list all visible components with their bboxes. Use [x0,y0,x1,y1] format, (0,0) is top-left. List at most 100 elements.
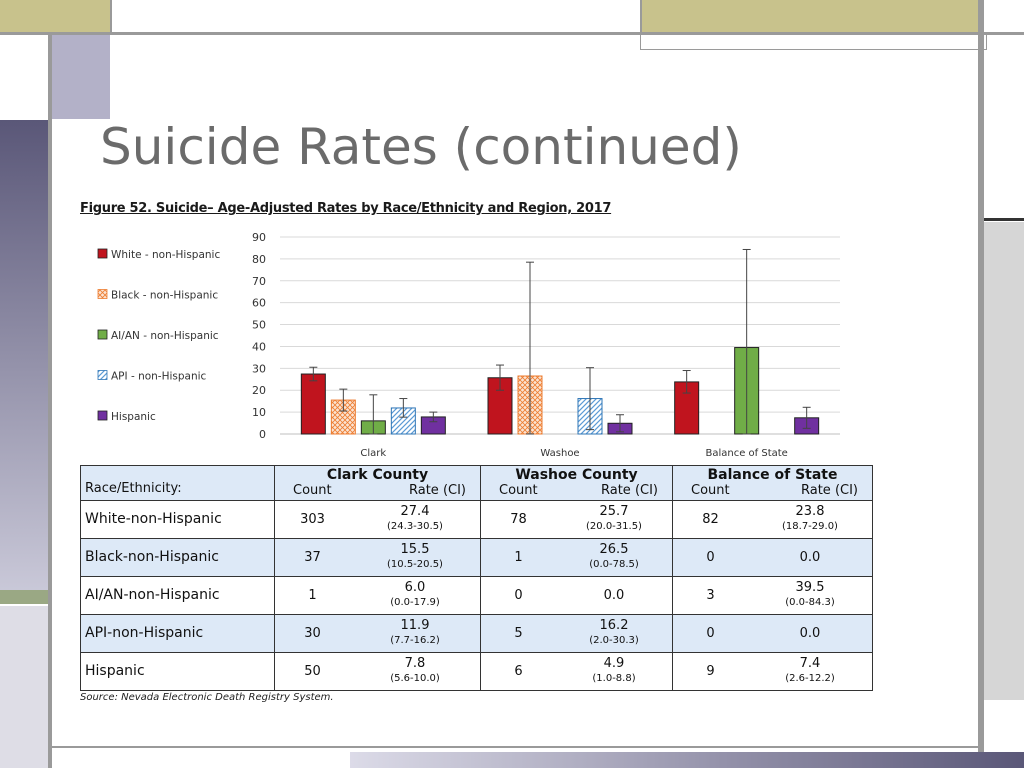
slide-title: Suicide Rates (continued) [100,118,742,176]
rate-value: 0.0 [603,587,625,603]
legend-swatch [97,248,108,259]
count-value: 82 [702,511,719,527]
region-cell: 37 15.5 (10.5-20.5) [274,537,481,577]
rates-table: Race/Ethnicity: Clark County Count Rate (… [80,465,873,692]
rate-value: 0.0 [799,549,821,565]
chart-error-bars [309,248,811,435]
ci-value: (24.3-30.5) [387,521,443,533]
y-tick-label: 40 [252,340,266,353]
frame-left-green [0,590,48,604]
legend-label: API - non-Hispanic [111,371,207,383]
rate-value: 15.5 [400,542,430,558]
table-row: White-non-Hispanic 303 27.4 (24.3-30.5) 78 25… [80,499,873,539]
ci-value: (1.0-8.8) [592,673,636,685]
y-axis-ticks: 0 10 20 30 40 50 60 70 80 90 [252,231,266,441]
count-value: 3 [706,587,715,603]
frame-right-vline [978,0,984,768]
count-value: 0 [514,587,523,603]
rate-value: 23.8 [795,504,825,520]
ci-value: (18.7-29.0) [782,521,838,533]
bar-chart: White - non-Hispanic Black - non-Hispanic… [97,231,840,459]
legend-label: White - non-Hispanic [111,249,220,261]
frame-right-dark [984,218,1024,221]
race-cell: Hispanic [80,651,275,692]
y-tick-label: 90 [252,231,266,244]
legend-label: Hispanic [111,411,156,423]
rate-value: 27.4 [400,504,430,520]
race-cell: Black-non-Hispanic [80,537,275,577]
ci-value: (20.0-31.5) [586,521,642,533]
count-value: 6 [514,663,523,679]
count-value: 5 [514,625,523,641]
rate-value: 6.0 [404,580,426,596]
legend-swatch [97,410,108,421]
region-cell: 5 16.2 (2.0-30.3) [480,613,673,653]
count-value: 50 [304,663,321,679]
region-header-clark: Clark County Count Rate (CI) [274,465,481,501]
chart-legend: White - non-Hispanic Black - non-Hispanic… [97,248,220,423]
region-cell: 3 39.5 (0.0-84.3) [672,575,873,615]
race-cell: White-non-Hispanic [80,499,275,539]
frame-top-left-white [110,0,642,32]
rate-value: 26.5 [599,542,629,558]
ci-value: (2.6-12.2) [785,673,835,685]
legend-label: Black - non-Hispanic [111,290,218,302]
table-header-row: Race/Ethnicity: Clark County Count Rate (… [80,465,873,501]
y-tick-label: 0 [259,428,266,441]
region-cell: 1 6.0 (0.0-17.9) [274,575,481,615]
frame-bottom-line [52,746,978,748]
x-axis-labels: Clark Washoe Balance of State [360,448,787,459]
rate-value: 16.2 [599,618,629,634]
region-cell: 303 27.4 (24.3-30.5) [274,499,481,539]
ci-value: (7.7-16.2) [390,635,440,647]
race-cell: API-non-Hispanic [80,613,275,653]
y-tick-label: 80 [252,253,266,266]
region-cell: 78 25.7 (20.0-31.5) [480,499,673,539]
region-cell: 9 7.4 (2.6-12.2) [672,651,873,692]
rate-value: 7.4 [799,656,821,672]
chart-bars [300,347,820,435]
y-tick-label: 10 [252,406,266,419]
count-value: 30 [304,625,321,641]
region-cell: 82 23.8 (18.7-29.0) [672,499,873,539]
x-tick-label: Balance of State [705,448,787,459]
rate-value: 39.5 [795,580,825,596]
region-cell: 0 0.0 [672,613,873,653]
race-cell: AI/AN-non-Hispanic [80,575,275,615]
count-value: 1 [308,587,317,603]
count-value: 0 [706,549,715,565]
count-value: 1 [514,549,523,565]
frame-top-right-box [640,35,987,50]
frame-top-left-gold [0,0,110,32]
x-tick-label: Clark [360,448,386,459]
count-value: 9 [706,663,715,679]
region-header-washoe: Washoe County Count Rate (CI) [480,465,673,501]
legend-swatch [97,370,108,380]
legend-swatch [97,289,108,299]
frame-top-right-gold [640,0,982,32]
x-tick-label: Washoe [540,448,579,459]
ci-value: (0.0-78.5) [589,559,639,571]
count-value: 0 [706,625,715,641]
y-tick-label: 70 [252,275,266,288]
table-row: AI/AN-non-Hispanic 1 6.0 (0.0-17.9) 0 0.0 3 39.… [80,575,873,615]
region-cell: 6 4.9 (1.0-8.8) [480,651,673,692]
count-value: 78 [510,511,527,527]
ci-value: (2.0-30.3) [589,635,639,647]
table-row: API-non-Hispanic 30 11.9 (7.7-16.2) 5 16.2 (2.… [80,613,873,653]
region-header-balance: Balance of State Count Rate (CI) [672,465,873,501]
ci-value: (0.0-17.9) [390,597,440,609]
region-cell: 1 26.5 (0.0-78.5) [480,537,673,577]
rate-value: 4.9 [603,656,625,672]
frame-left-gradient [0,120,48,590]
frame-top-line [0,32,1024,35]
count-value: 37 [304,549,321,565]
race-header: Race/Ethnicity: [80,465,275,501]
y-tick-label: 50 [252,319,266,332]
rate-value: 7.8 [404,656,426,672]
rate-value: 11.9 [400,618,430,634]
legend-label: AI/AN - non-Hispanic [111,330,219,342]
ci-value: (0.0-84.3) [785,597,835,609]
region-cell: 0 0.0 [480,575,673,615]
source-note: Source: Nevada Electronic Death Registry… [80,692,334,703]
